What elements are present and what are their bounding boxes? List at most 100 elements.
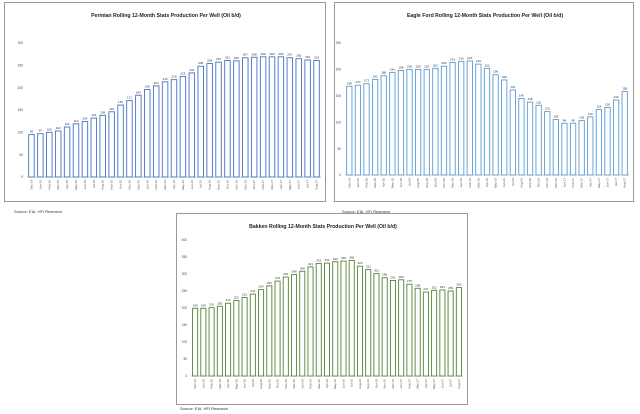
bar [266, 285, 273, 377]
data-label: 308 [300, 266, 305, 270]
x-tick-label: Feb-16 [309, 379, 313, 389]
x-tick-label: Jan-16 [145, 180, 149, 190]
x-tick-label: Jun-15 [243, 379, 247, 389]
x-tick-label: Jun-17 [297, 180, 301, 190]
data-label: 218 [171, 75, 176, 79]
x-tick-label: May-16 [333, 379, 337, 389]
bar [225, 302, 232, 377]
bar [466, 60, 473, 176]
data-label: 200 [416, 64, 421, 68]
data-label: 206 [441, 61, 446, 65]
bar [432, 67, 439, 176]
data-label: 298 [292, 270, 297, 274]
bar [415, 68, 422, 176]
x-tick-label: May-17 [597, 178, 601, 188]
bar [250, 56, 258, 178]
x-tick-label: Nov-15 [127, 180, 131, 190]
bar [535, 104, 542, 176]
data-label: 258 [415, 283, 420, 287]
bar [46, 131, 53, 178]
data-label: 268 [252, 52, 257, 56]
x-tick-label: Jan-16 [459, 178, 463, 188]
bar [561, 122, 568, 176]
data-label: 222 [234, 296, 239, 300]
chart-title: Bakken Rolling 12-Month Stats Production… [249, 224, 397, 230]
x-tick-label: Aug-17 [315, 180, 319, 190]
data-label: 267 [287, 53, 292, 57]
x-tick-label: Mar-16 [476, 178, 480, 188]
data-label: 138 [528, 97, 533, 101]
data-label: 254 [259, 285, 264, 289]
x-tick-label: Sep-16 [528, 178, 532, 188]
x-tick-label: Jul-17 [306, 180, 310, 189]
data-label: 340 [349, 255, 354, 259]
x-tick-label: Aug-15 [416, 178, 420, 188]
y-tick-label: 350 [182, 255, 188, 259]
bar [621, 91, 628, 176]
y-tick-label: 300 [18, 41, 24, 45]
x-tick-label: Aug-15 [101, 180, 105, 190]
bar [170, 79, 178, 178]
bar [315, 263, 322, 377]
y-tick-label: 50 [183, 357, 187, 361]
x-tick-label: Jun-16 [341, 379, 345, 389]
x-tick-label: Dec-16 [554, 178, 558, 188]
x-tick-label: Dec-15 [136, 180, 140, 190]
bar [346, 85, 353, 176]
x-tick-label: Dec-15 [451, 178, 455, 188]
bar [286, 57, 294, 178]
data-label: 261 [225, 55, 230, 59]
data-label: 261 [314, 55, 319, 59]
x-tick-label: Apr-15 [65, 180, 69, 189]
bar [363, 83, 370, 176]
x-tick-label: Nov-16 [383, 379, 387, 389]
x-tick-label: Sep-16 [366, 379, 370, 389]
x-tick-label: Dec-16 [391, 379, 395, 389]
data-label: 269 [278, 52, 283, 56]
data-label: 105 [553, 115, 558, 119]
chart-title: Eagle Ford Rolling 12-Month Stats Produc… [407, 13, 563, 19]
x-tick-label: Apr-16 [325, 379, 329, 388]
bar [389, 72, 396, 176]
data-label: 215 [459, 56, 464, 60]
data-label: 142 [614, 95, 619, 99]
x-tick-label: Jun-15 [399, 178, 403, 188]
permian-chart: Permian Rolling 12-Month Stats Productio… [18, 13, 321, 190]
bar [492, 74, 499, 176]
data-label: 103 [56, 126, 61, 130]
bakken-chart: Bakken Rolling 12-Month Stats Production… [182, 224, 463, 389]
bar [215, 61, 222, 178]
bar [354, 84, 362, 176]
bar [72, 123, 80, 178]
bar [381, 277, 388, 377]
x-tick-label: May-16 [494, 178, 498, 188]
data-label: 199 [193, 303, 198, 307]
x-tick-label: Jun-16 [190, 180, 194, 190]
bar [458, 61, 465, 176]
data-label: 301 [374, 269, 379, 273]
bar [208, 307, 215, 377]
bar [126, 100, 133, 178]
y-tick-label: 100 [18, 131, 24, 135]
data-label: 323 [357, 261, 362, 265]
bar [268, 56, 276, 178]
data-label: 313 [366, 265, 371, 269]
y-tick-label: 50 [337, 147, 341, 151]
data-label: 161 [118, 100, 123, 104]
x-tick-label: Apr-15 [226, 379, 230, 388]
data-label: 146 [109, 107, 114, 111]
data-label: 336 [333, 257, 338, 261]
x-tick-label: May-15 [390, 178, 394, 188]
bar [526, 101, 534, 176]
bar [422, 291, 429, 377]
x-tick-label: Mar-17 [416, 379, 420, 389]
y-tick-label: 0 [339, 173, 341, 177]
bar [216, 305, 223, 377]
data-label: 331 [316, 258, 321, 262]
bar [587, 116, 594, 176]
bar [200, 307, 207, 377]
bar [117, 104, 124, 178]
y-tick-label: 150 [336, 94, 342, 98]
bar [552, 119, 559, 176]
bar [365, 269, 372, 377]
